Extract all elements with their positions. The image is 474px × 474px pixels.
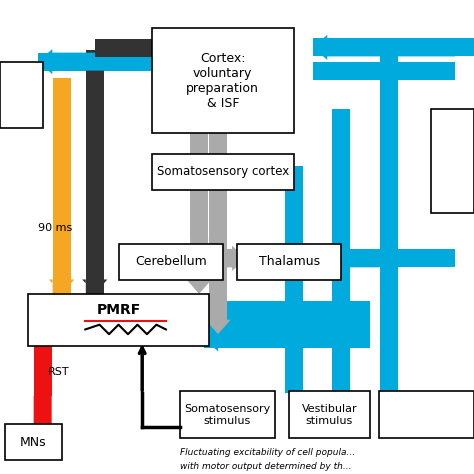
Polygon shape bbox=[205, 294, 231, 334]
Bar bbox=[86, 50, 104, 334]
Bar bbox=[332, 109, 350, 393]
Polygon shape bbox=[204, 312, 370, 337]
Text: Somatosensory cortex: Somatosensory cortex bbox=[156, 165, 289, 178]
Text: Fluctuating excitability of cell popula...: Fluctuating excitability of cell popula.… bbox=[180, 448, 355, 457]
Bar bbox=[95, 39, 152, 57]
FancyBboxPatch shape bbox=[180, 391, 275, 438]
Text: RST: RST bbox=[47, 367, 69, 377]
Bar bbox=[285, 166, 303, 393]
Text: Vestibular
stimulus: Vestibular stimulus bbox=[301, 404, 357, 426]
Text: Somatosensory
stimulus: Somatosensory stimulus bbox=[184, 404, 271, 426]
Text: Thalamus: Thalamus bbox=[259, 255, 319, 268]
FancyBboxPatch shape bbox=[289, 391, 370, 438]
FancyBboxPatch shape bbox=[118, 244, 223, 280]
Bar bbox=[380, 332, 398, 393]
FancyBboxPatch shape bbox=[0, 62, 43, 128]
Bar bbox=[313, 38, 474, 56]
Polygon shape bbox=[186, 237, 212, 294]
Text: MNs: MNs bbox=[20, 436, 46, 448]
FancyBboxPatch shape bbox=[237, 244, 341, 280]
Polygon shape bbox=[38, 49, 180, 74]
Bar bbox=[209, 28, 227, 294]
Bar bbox=[204, 301, 370, 319]
Polygon shape bbox=[332, 246, 379, 271]
Bar bbox=[62, 307, 104, 325]
Bar bbox=[380, 38, 398, 393]
Text: with motor output determined by th...: with motor output determined by th... bbox=[180, 462, 352, 471]
Text: PMRF: PMRF bbox=[96, 303, 141, 318]
Bar bbox=[332, 249, 455, 267]
Bar bbox=[313, 62, 455, 80]
Bar bbox=[53, 78, 71, 334]
Bar bbox=[204, 249, 251, 267]
FancyBboxPatch shape bbox=[152, 28, 294, 133]
FancyBboxPatch shape bbox=[379, 391, 474, 438]
Bar bbox=[204, 330, 370, 348]
Polygon shape bbox=[82, 280, 108, 334]
Bar bbox=[204, 316, 370, 334]
Bar bbox=[332, 332, 350, 393]
Polygon shape bbox=[30, 396, 55, 441]
Bar bbox=[38, 53, 204, 71]
Text: Cortex:
voluntary
preparation
& ISF: Cortex: voluntary preparation & ISF bbox=[186, 52, 259, 109]
FancyBboxPatch shape bbox=[28, 294, 209, 346]
Bar bbox=[34, 341, 52, 396]
Polygon shape bbox=[49, 280, 74, 334]
FancyBboxPatch shape bbox=[431, 109, 474, 213]
Polygon shape bbox=[313, 35, 455, 60]
Text: Cerebellum: Cerebellum bbox=[135, 255, 207, 268]
Polygon shape bbox=[223, 246, 246, 271]
Bar bbox=[190, 28, 208, 237]
Bar bbox=[285, 332, 303, 393]
Bar bbox=[38, 322, 133, 337]
Polygon shape bbox=[204, 298, 370, 323]
Polygon shape bbox=[204, 326, 370, 352]
FancyBboxPatch shape bbox=[5, 424, 62, 460]
FancyBboxPatch shape bbox=[152, 154, 294, 190]
Text: 90 ms: 90 ms bbox=[38, 222, 72, 233]
